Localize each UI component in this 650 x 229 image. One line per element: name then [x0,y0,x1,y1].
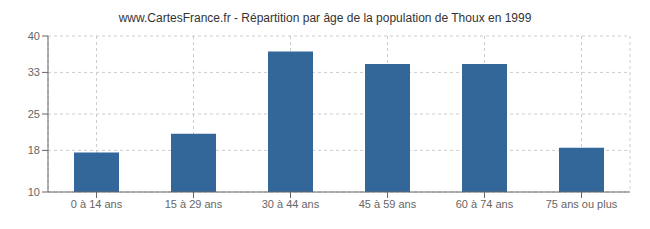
svg-text:60 à 74 ans: 60 à 74 ans [456,198,514,210]
svg-text:33: 33 [28,66,40,78]
svg-text:25: 25 [28,108,40,120]
svg-text:40: 40 [28,30,40,42]
svg-text:15 à 29 ans: 15 à 29 ans [165,198,223,210]
svg-text:10: 10 [28,186,40,198]
svg-text:30 à 44 ans: 30 à 44 ans [262,198,320,210]
svg-text:45 à 59 ans: 45 à 59 ans [359,198,417,210]
svg-text:18: 18 [28,144,40,156]
html-text:www.CartesFrance.fr - Répartit: www.CartesFrance.fr - Répartition par âg… [118,11,532,25]
svg-text:75 ans ou plus: 75 ans ou plus [546,198,618,210]
svg-text:0 à 14 ans: 0 à 14 ans [71,198,123,210]
